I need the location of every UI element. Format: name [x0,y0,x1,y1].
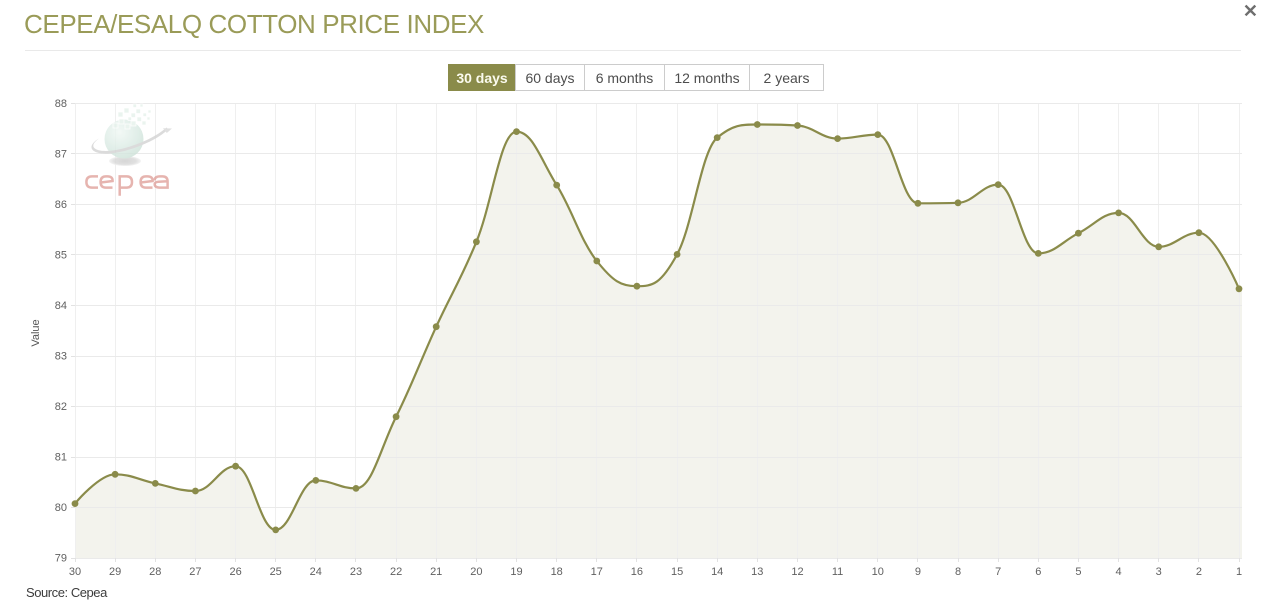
svg-text:18: 18 [551,566,563,578]
svg-text:19: 19 [510,566,522,578]
svg-text:81: 81 [55,452,67,464]
svg-text:1: 1 [1236,566,1242,578]
svg-text:15: 15 [671,566,683,578]
svg-text:80: 80 [55,502,67,514]
svg-text:26: 26 [229,566,241,578]
svg-text:Value: Value [30,319,42,346]
svg-text:12: 12 [791,566,803,578]
svg-text:87: 87 [55,148,67,160]
svg-text:16: 16 [631,566,643,578]
svg-text:30: 30 [69,566,81,578]
svg-text:8: 8 [955,566,961,578]
svg-text:2: 2 [1196,566,1202,578]
svg-text:85: 85 [55,249,67,261]
svg-text:86: 86 [55,199,67,211]
svg-text:82: 82 [55,401,67,413]
svg-text:29: 29 [109,566,121,578]
svg-text:11: 11 [832,566,843,578]
svg-text:88: 88 [55,98,67,110]
svg-text:25: 25 [270,566,282,578]
svg-text:24: 24 [310,566,322,578]
svg-text:10: 10 [872,566,884,578]
svg-text:7: 7 [995,566,1001,578]
svg-text:9: 9 [915,566,921,578]
svg-text:14: 14 [711,566,723,578]
svg-text:20: 20 [470,566,482,578]
svg-text:83: 83 [55,351,67,363]
svg-text:23: 23 [350,566,362,578]
svg-text:28: 28 [149,566,161,578]
svg-text:22: 22 [390,566,402,578]
svg-text:84: 84 [55,300,67,312]
svg-text:6: 6 [1035,566,1041,578]
svg-text:21: 21 [430,566,442,578]
svg-text:27: 27 [189,566,201,578]
svg-text:17: 17 [591,566,603,578]
svg-text:5: 5 [1075,566,1081,578]
svg-text:3: 3 [1156,566,1162,578]
svg-text:79: 79 [55,553,67,565]
svg-text:13: 13 [751,566,763,578]
svg-text:4: 4 [1116,566,1122,578]
